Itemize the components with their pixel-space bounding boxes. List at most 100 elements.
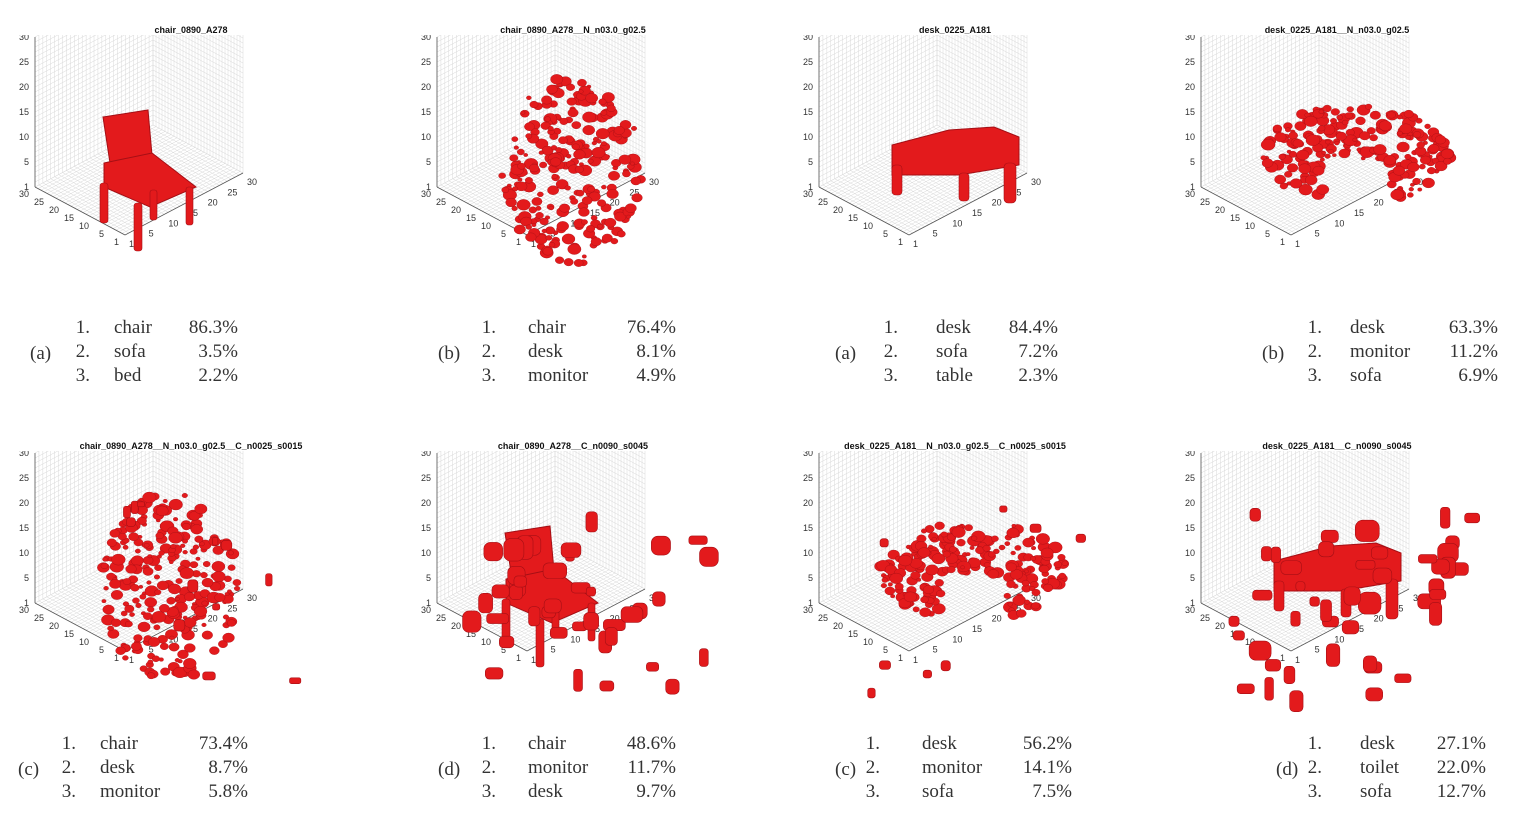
x-tick-label: 25 [1200,197,1210,207]
prediction-row: 3. table 2.3% [764,365,1146,389]
z-tick-label: 1 [24,182,29,192]
clutter-voxel [1264,677,1274,701]
noise-voxel [971,535,978,541]
noise-voxel [1039,564,1050,574]
clutter-voxel [1320,599,1332,622]
noise-voxel [153,624,161,631]
desk-leg [891,164,903,196]
noise-voxel [1014,545,1022,551]
desk-leg [1385,578,1399,620]
noise-voxel [550,74,564,85]
x-tick-label: 30 [19,605,29,615]
noise-voxel [106,538,117,547]
prediction-class: desk [528,781,563,802]
x-tick-label: 1 [114,237,119,247]
noise-voxel [903,591,917,603]
prediction-row: 1. chair 76.4% [382,317,764,341]
y-tick-label: 1 [531,655,536,665]
z-tick-label: 30 [1185,451,1195,458]
noise-voxel [578,89,584,94]
clutter-voxel [123,505,131,519]
clutter-voxel [130,500,139,514]
noise-voxel [147,606,155,613]
noise-voxel [228,550,234,556]
noise-voxel [125,564,137,574]
prediction-row: 3. desk 9.7% [382,781,764,805]
noise-voxel [227,564,236,571]
noise-voxel [1023,599,1030,605]
clutter-voxel [652,591,666,607]
clutter-voxel [1228,615,1240,627]
x-tick-label: 10 [79,637,89,647]
prediction-class: desk [1350,317,1385,338]
clutter-voxel [583,612,599,631]
prediction-row: 3. sofa 12.7% [1146,781,1528,805]
prediction-rank: 3. [1307,365,1322,386]
y-tick-label: 20 [208,198,218,208]
noise-voxel [1419,163,1426,170]
noise-voxel [1334,140,1340,146]
noise-voxel [130,555,144,566]
noise-voxel [224,592,230,596]
noise-voxel [1035,533,1050,545]
noise-voxel [563,258,574,267]
noise-voxel [1407,192,1414,198]
noise-voxel [1325,139,1331,145]
prediction-rank: 1. [481,733,496,754]
z-tick-label: 15 [803,107,813,117]
noise-voxel [555,256,565,264]
x-tick-label: 20 [833,621,843,631]
prediction-percent: 3.5% [198,341,238,362]
noise-voxel [136,516,147,525]
noise-voxel [597,199,607,207]
noise-voxel [566,97,577,106]
noise-voxel [201,577,214,588]
prediction-rank: 1. [1307,317,1322,338]
desk-top [891,126,1020,176]
noise-voxel [1412,131,1422,138]
noise-voxel [570,198,579,205]
noise-voxel [1341,119,1349,126]
x-tick-label: 20 [49,621,59,631]
noise-voxel [183,592,196,602]
noise-voxel [201,630,213,640]
noise-voxel [596,139,602,144]
noise-voxel [931,536,937,542]
noise-voxel [162,499,168,503]
noise-voxel [631,193,643,203]
noise-voxel [1304,175,1318,186]
noise-voxel [1274,174,1286,185]
chair-leg [149,189,158,221]
noise-voxel [960,565,965,570]
prediction-list: (d) 1. desk 27.1% 2. toilet 22.0% 3. sofa 12.7% [1146,733,1528,813]
noise-voxel [512,186,519,192]
prediction-class: desk [100,757,135,778]
figure-panel: desk_0225_A181__N_n03.0_g02.5 30 25 20 15 10 5… [1146,0,1528,415]
noise-voxel [1298,163,1312,174]
noise-voxel [559,203,570,213]
noise-voxel [630,161,635,166]
prediction-percent: 22.0% [1436,757,1486,778]
noise-voxel [1427,167,1436,175]
noise-voxel [630,176,642,186]
noise-voxel [120,610,128,617]
noise-voxel [537,191,544,197]
clutter-voxel [491,584,510,599]
z-tick-label: 5 [1190,573,1195,583]
y-tick-label: 25 [1011,187,1021,197]
noise-voxel [168,560,174,565]
noise-voxel [1330,108,1340,116]
prediction-row: 2. monitor 11.7% [382,757,764,781]
x-tick-label: 15 [1230,213,1240,223]
y-tick-label: 15 [590,208,600,218]
clutter-voxel [126,517,136,527]
subfigure-label: (d) [438,759,461,780]
noise-voxel [529,164,540,173]
noise-voxel [571,143,580,151]
y-tick-label: 20 [1374,614,1384,624]
z-tick-label: 10 [803,132,813,142]
clutter-voxel [1318,541,1335,558]
